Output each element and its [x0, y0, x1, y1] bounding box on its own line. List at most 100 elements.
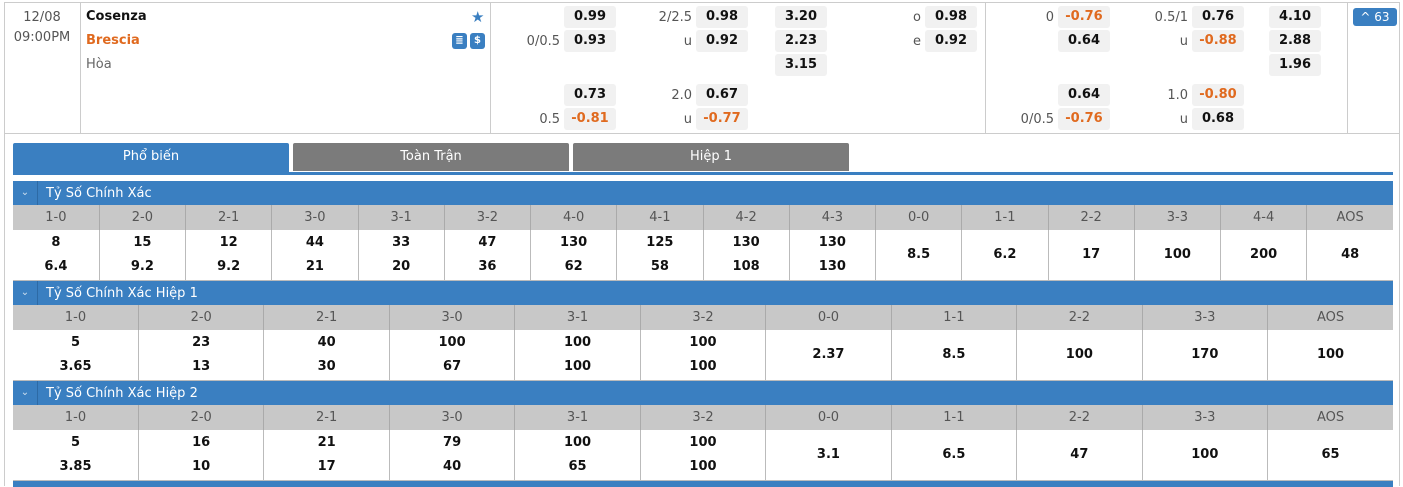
odds-cell[interactable]: u -0.77 — [636, 108, 748, 130]
odds-value[interactable]: 0.92 — [696, 30, 748, 52]
tab-pho-bien[interactable]: Phổ biến — [13, 143, 289, 175]
odds-value[interactable]: 130 — [560, 234, 588, 250]
score-odds-cell[interactable]: 130 130 — [788, 230, 876, 281]
odds-value[interactable]: 21 — [305, 258, 324, 274]
score-odds-cell[interactable]: 100 65 — [514, 430, 641, 481]
odds-cell[interactable]: u 0.92 — [636, 30, 748, 52]
score-odds-cell[interactable]: 17 — [1047, 230, 1135, 281]
odds-value[interactable]: 125 — [646, 234, 674, 250]
score-odds-cell[interactable]: 47 — [1016, 430, 1143, 481]
home-team[interactable]: Cosenza — [86, 9, 147, 24]
odds-value[interactable]: 3.15 — [775, 54, 827, 76]
odds-value[interactable]: 100 — [689, 334, 717, 350]
section-header[interactable]: ⌄ Tỷ Số Chính Xác Hiệp 1 — [13, 281, 1393, 305]
odds-value[interactable]: 12 — [219, 234, 238, 250]
odds-value[interactable]: -0.77 — [696, 108, 748, 130]
odds-cell[interactable]: o 0.98 — [865, 6, 977, 28]
odds-value[interactable]: 130 — [732, 234, 760, 250]
score-odds-cell[interactable]: 6.2 — [961, 230, 1048, 281]
odds-cell[interactable]: 0.73 — [504, 84, 616, 106]
odds-value[interactable]: 36 — [478, 258, 497, 274]
odds-value[interactable]: 17 — [1082, 246, 1101, 262]
score-odds-cell[interactable]: 48 — [1306, 230, 1393, 281]
odds-value[interactable]: 0.64 — [1058, 30, 1110, 52]
odds-value[interactable]: -0.88 — [1192, 30, 1244, 52]
odds-value[interactable]: 0.68 — [1192, 108, 1244, 130]
next-section-header[interactable] — [13, 481, 1393, 487]
odds-value[interactable]: 100 — [689, 434, 717, 450]
odds-value[interactable]: 65 — [1321, 446, 1340, 462]
odds-value[interactable]: 4.10 — [1269, 6, 1321, 28]
section-header[interactable]: ⌄ Tỷ Số Chính Xác Hiệp 2 — [13, 381, 1393, 405]
odds-value[interactable]: 6.2 — [993, 246, 1017, 262]
odds-value[interactable]: 15 — [133, 234, 152, 250]
score-odds-cell[interactable]: 33 20 — [357, 230, 445, 281]
odds-value[interactable]: 100 — [438, 334, 466, 350]
odds-value[interactable]: 130 — [818, 258, 846, 274]
odds-value[interactable]: 2.37 — [812, 346, 845, 362]
score-odds-cell[interactable]: 2.37 — [765, 330, 892, 381]
score-odds-cell[interactable]: 200 — [1219, 230, 1307, 281]
odds-value[interactable]: 17 — [317, 458, 336, 474]
odds-value[interactable]: 6.4 — [44, 258, 68, 274]
odds-value[interactable]: 79 — [443, 434, 462, 450]
score-odds-cell[interactable]: 8.5 — [874, 230, 962, 281]
odds-cell[interactable]: 0.64 — [998, 30, 1110, 52]
odds-value[interactable]: 100 — [689, 458, 717, 474]
odds-value[interactable]: 13 — [192, 358, 211, 374]
score-odds-cell[interactable]: 100 — [1141, 430, 1268, 481]
score-odds-cell[interactable]: 100 100 — [639, 430, 766, 481]
odds-value[interactable]: 0.67 — [696, 84, 748, 106]
score-odds-cell[interactable]: 5 3.85 — [13, 430, 139, 481]
odds-value[interactable]: 9.2 — [217, 258, 241, 274]
odds-value[interactable]: 0.92 — [925, 30, 977, 52]
score-odds-cell[interactable]: 3.1 — [765, 430, 892, 481]
chevron-down-icon[interactable]: ⌄ — [13, 281, 38, 305]
odds-value[interactable]: 1.96 — [1269, 54, 1321, 76]
odds-cell[interactable]: 0/0.5 -0.76 — [998, 108, 1110, 130]
odds-cell[interactable]: 3.15 — [715, 54, 827, 76]
odds-cell[interactable]: 0 -0.76 — [998, 6, 1110, 28]
odds-value[interactable]: 48 — [1341, 246, 1360, 262]
odds-value[interactable]: 0.76 — [1192, 6, 1244, 28]
odds-cell[interactable]: u -0.88 — [1132, 30, 1244, 52]
odds-value[interactable]: 8.5 — [907, 246, 931, 262]
score-odds-cell[interactable]: 16 10 — [137, 430, 264, 481]
star-icon[interactable]: ★ — [471, 8, 485, 26]
odds-value[interactable]: 16 — [192, 434, 211, 450]
odds-value[interactable]: 65 — [568, 458, 587, 474]
odds-value[interactable]: 10 — [192, 458, 211, 474]
score-odds-cell[interactable]: 47 36 — [443, 230, 531, 281]
odds-value[interactable]: 40 — [443, 458, 462, 474]
odds-value[interactable]: 0.99 — [564, 6, 616, 28]
score-odds-cell[interactable]: 8.5 — [890, 330, 1017, 381]
score-odds-cell[interactable]: 12 9.2 — [184, 230, 272, 281]
odds-value[interactable]: 3.1 — [816, 446, 840, 462]
score-odds-cell[interactable]: 40 30 — [263, 330, 390, 381]
odds-value[interactable]: -0.76 — [1058, 108, 1110, 130]
odds-value[interactable]: 108 — [732, 258, 760, 274]
chevron-down-icon[interactable]: ⌄ — [13, 381, 38, 405]
odds-cell[interactable]: 2.23 — [715, 30, 827, 52]
tab-hiep-1[interactable]: Hiệp 1 — [573, 143, 849, 171]
odds-cell[interactable]: 0.5 -0.81 — [504, 108, 616, 130]
odds-value[interactable]: 67 — [443, 358, 462, 374]
odds-value[interactable]: 0.73 — [564, 84, 616, 106]
odds-cell[interactable]: 1.96 — [1209, 54, 1321, 76]
odds-value[interactable]: 100 — [563, 434, 592, 450]
odds-value[interactable]: -0.80 — [1192, 84, 1244, 106]
odds-cell[interactable]: 3.20 — [715, 6, 827, 28]
odds-value[interactable]: 0.98 — [696, 6, 748, 28]
odds-value[interactable]: 0.93 — [564, 30, 616, 52]
odds-value[interactable]: 30 — [317, 358, 336, 374]
odds-value[interactable]: 58 — [650, 258, 669, 274]
odds-cell[interactable]: 2.88 — [1209, 30, 1321, 52]
section-header[interactable]: ⌄ Tỷ Số Chính Xác — [13, 181, 1393, 205]
score-odds-cell[interactable]: 125 58 — [616, 230, 703, 281]
odds-value[interactable]: 6.5 — [942, 446, 966, 462]
score-odds-cell[interactable]: 130 108 — [702, 230, 790, 281]
odds-value[interactable]: 44 — [305, 234, 324, 250]
odds-value[interactable]: 170 — [1191, 346, 1219, 362]
score-odds-cell[interactable]: 21 17 — [263, 430, 390, 481]
score-odds-cell[interactable]: 6.5 — [890, 430, 1017, 481]
